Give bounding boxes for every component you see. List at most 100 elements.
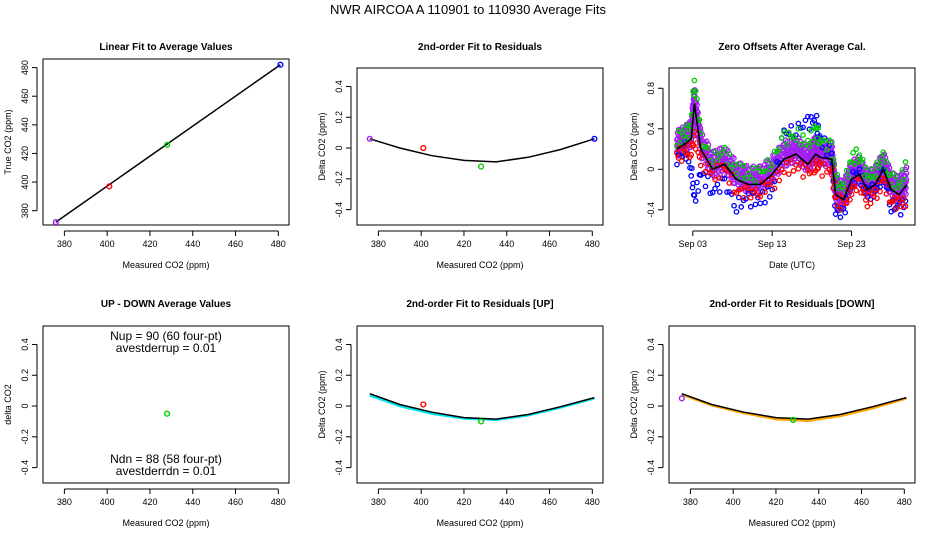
- x-tick-label: 480: [271, 239, 286, 249]
- plot-area: [163, 410, 171, 417]
- data-point: [740, 162, 747, 169]
- data-point: [738, 204, 745, 210]
- data-point: [764, 181, 771, 188]
- data-point: [769, 175, 776, 182]
- data-point: [776, 177, 783, 184]
- data-point: [878, 154, 885, 161]
- annotation-avestderrdn: avestderrdn = 0.01: [116, 464, 217, 478]
- data-point: [869, 166, 875, 172]
- x-tick-label: 420: [456, 497, 471, 507]
- data-point: [886, 165, 893, 171]
- x-tick-label: 380: [371, 239, 386, 249]
- x-tick-label: 380: [57, 239, 72, 249]
- data-point: [757, 200, 764, 207]
- data-point: [883, 158, 890, 165]
- panel-p5: 2nd-order Fit to Residuals [UP] Measured …: [317, 299, 604, 528]
- data-point: [759, 168, 766, 175]
- data-point: [859, 156, 866, 163]
- data-point: [828, 139, 835, 146]
- plot-area: [366, 135, 598, 170]
- data-point: [783, 141, 790, 148]
- data-point: [712, 149, 718, 156]
- data-point: [690, 88, 696, 95]
- data-point: [764, 156, 771, 163]
- data-point-blue: [591, 135, 598, 142]
- fit-line-average-fit: [369, 392, 595, 420]
- data-point: [747, 194, 754, 201]
- data-point: [747, 203, 754, 210]
- y-tick-label: 0: [20, 404, 30, 409]
- data-point: [726, 151, 733, 157]
- data-point: [843, 167, 850, 174]
- y-tick-label: 420: [20, 146, 30, 161]
- data-point: [819, 144, 826, 151]
- y-tick-label: 0.4: [20, 338, 30, 351]
- y-tick-label: -0.2: [334, 171, 344, 187]
- x-tick-label: 440: [499, 239, 514, 249]
- x-tick-label: 480: [585, 239, 600, 249]
- data-point: [726, 180, 733, 186]
- y-tick-label: 460: [20, 89, 30, 104]
- data-point: [832, 211, 839, 217]
- data-point: [694, 179, 700, 186]
- panel-title: Linear Fit to Average Values: [99, 42, 233, 53]
- data-point-red: [106, 183, 113, 190]
- plot-frame: [356, 67, 604, 226]
- data-point: [840, 180, 847, 187]
- data-point: [695, 149, 702, 156]
- data-point: [682, 126, 688, 132]
- data-point: [740, 194, 747, 201]
- data-point: [689, 165, 695, 172]
- x-tick-label: 460: [542, 497, 557, 507]
- data-point: [759, 188, 766, 195]
- y-axis-label: Delta CO2 (ppm): [317, 370, 327, 438]
- panel-title: 2nd-order Fit to Residuals [UP]: [406, 299, 553, 310]
- data-point: [784, 138, 791, 145]
- panel-title: 2nd-order Fit to Residuals: [418, 42, 542, 53]
- y-axis-label: delta CO2: [3, 384, 13, 425]
- data-point: [771, 148, 778, 155]
- data-point: [691, 77, 698, 84]
- data-point: [901, 195, 907, 202]
- data-point: [788, 122, 795, 129]
- data-point: [834, 202, 841, 209]
- y-axis-label: Delta CO2 (ppm): [317, 112, 327, 180]
- data-point: [692, 198, 699, 204]
- data-point: [712, 176, 718, 183]
- data-point: [735, 161, 742, 167]
- y-tick-label: -0.4: [646, 460, 656, 476]
- data-point: [813, 112, 820, 119]
- data-point: [819, 173, 826, 179]
- y-tick-label: 0.2: [334, 111, 344, 124]
- data-point: [800, 124, 806, 131]
- data-point: [856, 166, 863, 172]
- data-point: [859, 184, 866, 191]
- data-point: [795, 165, 802, 172]
- y-tick-label: 0.4: [646, 123, 656, 136]
- x-tick-label: 400: [414, 497, 429, 507]
- y-tick-label: 0.2: [20, 369, 30, 382]
- data-point: [901, 176, 907, 183]
- data-point: [685, 158, 692, 165]
- x-tick-label: 380: [371, 497, 386, 507]
- data-point: [842, 209, 849, 216]
- x-tick-label: 440: [811, 497, 826, 507]
- data-point: [843, 200, 850, 206]
- data-point: [776, 146, 783, 153]
- data-point: [808, 169, 814, 175]
- x-tick-label: 460: [854, 497, 869, 507]
- data-point: [724, 189, 730, 195]
- data-point: [795, 125, 802, 132]
- y-tick-label: -0.2: [334, 429, 344, 445]
- plot-area: [52, 61, 284, 225]
- data-point: [850, 150, 856, 156]
- data-point: [800, 174, 806, 180]
- data-point: [747, 175, 754, 181]
- data-point: [808, 128, 814, 134]
- panel-p3: Zero Offsets After Average Cal. Date (UTC…: [629, 42, 916, 270]
- data-point: [733, 208, 740, 215]
- x-axis-label: Measured CO2 (ppm): [122, 260, 209, 270]
- x-tick-label: 380: [57, 497, 72, 507]
- data-point: [688, 173, 695, 179]
- data-point: [762, 189, 768, 196]
